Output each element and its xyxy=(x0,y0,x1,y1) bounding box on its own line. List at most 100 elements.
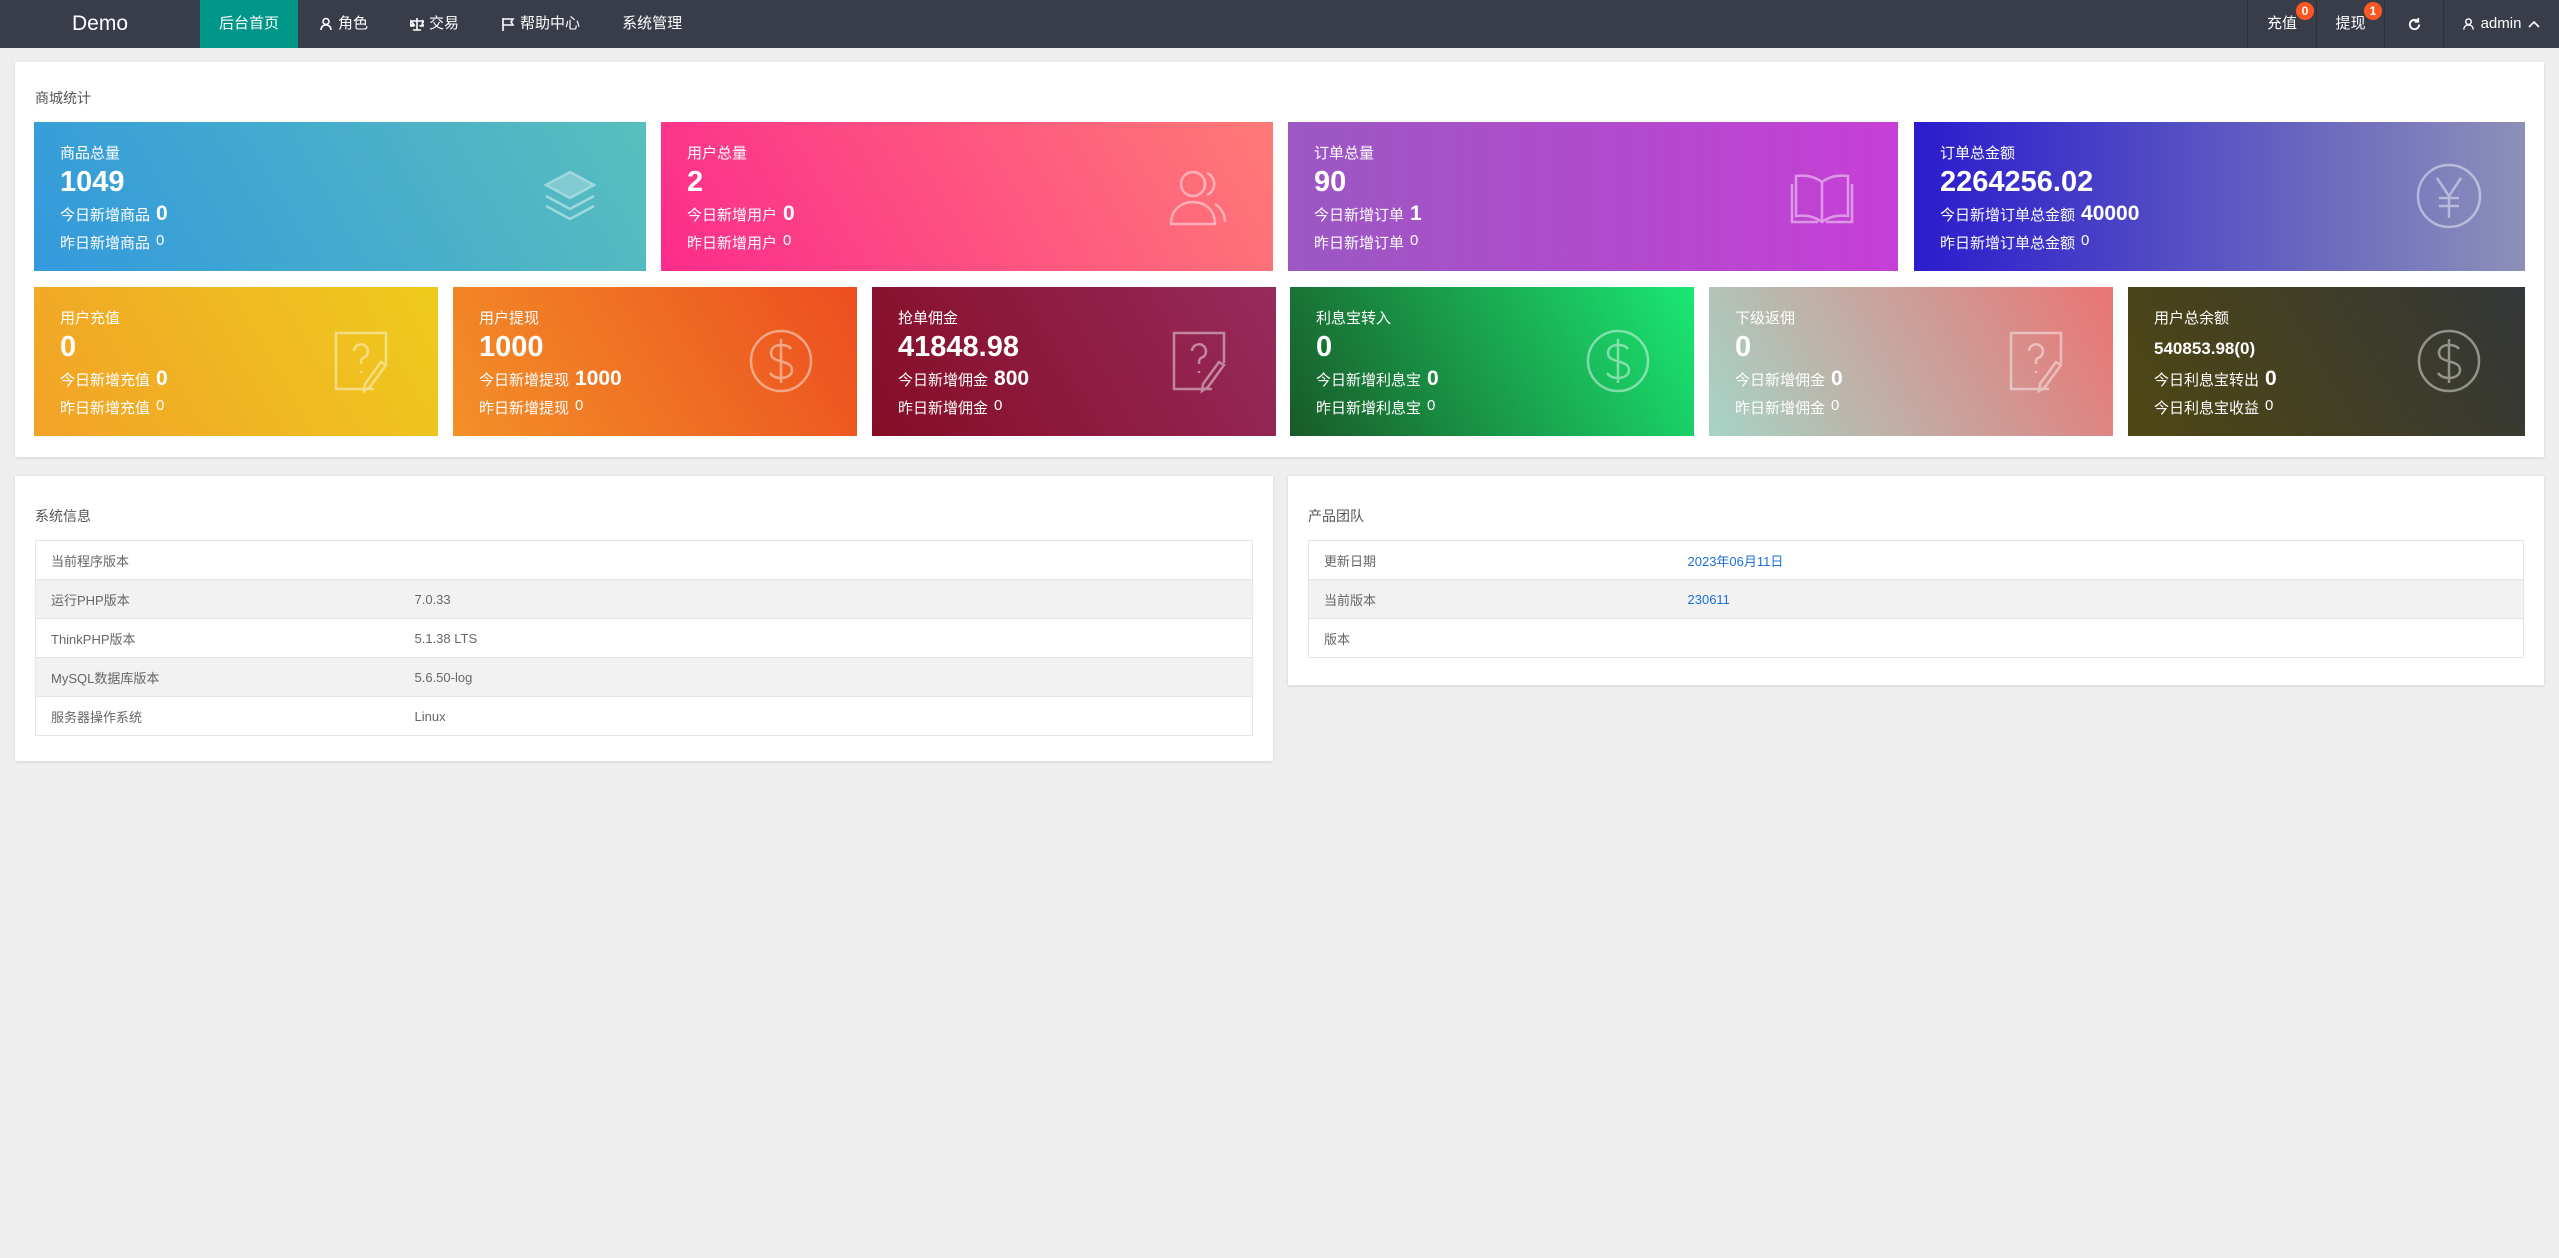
stat-yesterday-value: 0 xyxy=(1831,397,1840,414)
stat-title: 订单总金额 xyxy=(1940,145,2016,162)
username: admin xyxy=(2480,15,2522,32)
stat-value: 0 xyxy=(1316,331,1333,363)
refresh-icon xyxy=(2408,17,2420,30)
withdraw-button[interactable]: 提现 1 xyxy=(2316,0,2384,48)
user-icon xyxy=(1163,162,1231,230)
row-label: 服务器操作系统 xyxy=(35,696,400,736)
layers-icon xyxy=(536,162,604,230)
menu-item-role[interactable]: 角色 xyxy=(298,0,389,48)
stat-yesterday-label: 昨日新增提现 xyxy=(479,400,570,417)
row-value[interactable]: 230611 xyxy=(1672,579,2524,619)
user-menu[interactable]: admin xyxy=(2443,0,2559,48)
menu-label: 角色 xyxy=(338,15,369,32)
stat-title: 下级返佣 xyxy=(1735,310,1796,327)
stat-yesterday: 昨日新增用户 0 xyxy=(687,232,791,253)
system-info-table: 当前程序版本 运行PHP版本 7.0.33 ThinkPHP版本 5.1.38 LTS M… xyxy=(35,540,1253,736)
stat-title: 抢单佣金 xyxy=(898,310,959,327)
stat-title: 用户充值 xyxy=(60,310,121,327)
recharge-badge: 0 xyxy=(2296,2,2314,20)
stat-today: 今日新增利息宝 0 xyxy=(1316,367,1439,391)
stat-today-label: 今日新增商品 xyxy=(60,207,151,224)
dollar-icon xyxy=(2415,327,2483,395)
stat-today-label: 今日新增佣金 xyxy=(1735,372,1826,389)
row-value: 5.6.50-log xyxy=(399,657,1253,697)
stat-yesterday: 昨日新增商品 0 xyxy=(60,232,164,253)
stat-card: 订单总量 90 今日新增订单 1 昨日新增订单 0 xyxy=(1288,122,1898,271)
row-label: 运行PHP版本 xyxy=(35,579,400,619)
stat-today-label: 今日新增用户 xyxy=(687,207,778,224)
row-label: 当前版本 xyxy=(1308,579,1673,619)
row-value: 5.1.38 LTS xyxy=(399,618,1253,658)
stat-yesterday-label: 昨日新增佣金 xyxy=(898,400,989,417)
stat-yesterday-value: 0 xyxy=(1427,397,1436,414)
stats-title: 商城统计 xyxy=(35,90,91,106)
stat-today: 今日新增佣金 800 xyxy=(898,367,1029,391)
stat-value: 540853.98(0) xyxy=(2154,339,2256,358)
stat-yesterday-value: 0 xyxy=(575,397,584,414)
stat-yesterday: 昨日新增佣金 0 xyxy=(898,397,1002,418)
yen-icon xyxy=(2415,162,2483,230)
row-value[interactable]: 2023年06月11日 xyxy=(1672,540,2524,580)
stat-today: 今日新增用户 0 xyxy=(687,202,795,226)
row-label: 版本 xyxy=(1308,618,1673,658)
stat-title: 利息宝转入 xyxy=(1316,310,1392,327)
menu-item-trade[interactable]: 交易 xyxy=(389,0,480,48)
refresh-button[interactable] xyxy=(2384,0,2443,48)
stat-today-label: 今日新增利息宝 xyxy=(1316,372,1422,389)
row-value: 7.0.33 xyxy=(399,579,1253,619)
stat-today-value: 0 xyxy=(1831,367,1843,390)
stat-yesterday-value: 0 xyxy=(994,397,1003,414)
main-menu: 后台首页 角色 交易 帮助中心 系统管理 xyxy=(200,0,703,48)
scale-icon xyxy=(410,18,425,31)
stat-value: 0 xyxy=(60,331,77,363)
stat-yesterday: 昨日新增充值 0 xyxy=(60,397,164,418)
stat-yesterday-value: 0 xyxy=(1410,232,1419,249)
logo[interactable]: Demo xyxy=(71,12,129,35)
nav-right: 充值 0 提现 1 admin xyxy=(2247,0,2559,48)
recharge-button[interactable]: 充值 0 xyxy=(2247,0,2316,48)
stat-title: 用户总余额 xyxy=(2154,310,2230,327)
recharge-label: 充值 xyxy=(2266,15,2297,32)
stat-card: 用户总余额 540853.98(0) 今日利息宝转出 0 今日利息宝收益 0 xyxy=(2128,287,2525,436)
stat-today-value: 1 xyxy=(1410,202,1422,225)
stat-title: 订单总量 xyxy=(1314,145,1375,162)
stat-today-value: 800 xyxy=(994,367,1030,390)
chevron-up-icon xyxy=(2528,20,2540,28)
stat-yesterday: 昨日新增提现 0 xyxy=(479,397,583,418)
row-value: Linux xyxy=(399,696,1253,736)
stat-today: 今日新增佣金 0 xyxy=(1735,367,1843,391)
stat-value: 1000 xyxy=(479,331,544,363)
stat-today-label: 今日新增订单 xyxy=(1314,207,1405,224)
stat-today: 今日新增订单总金额 40000 xyxy=(1940,202,2139,226)
row-label: ThinkPHP版本 xyxy=(35,618,400,658)
menu-label: 帮助中心 xyxy=(520,15,581,32)
dollar-icon xyxy=(747,327,815,395)
stat-yesterday-label: 昨日新增订单 xyxy=(1314,235,1405,252)
row-label: 当前程序版本 xyxy=(35,540,400,580)
stats-panel: 商城统计 商品总量 1049 今日新增商品 0 昨日新增商品 0 用户总量 2 今日… xyxy=(15,62,2544,457)
stat-today-value: 0 xyxy=(2265,367,2277,390)
stat-yesterday-value: 0 xyxy=(156,397,165,414)
stat-today-value: 0 xyxy=(1427,367,1439,390)
system-info-panel: 系统信息 当前程序版本 运行PHP版本 7.0.33 ThinkPHP版本 5.1.38… xyxy=(15,476,1273,761)
table-row: MySQL数据库版本 5.6.50-log xyxy=(35,657,1253,697)
menu-item-help[interactable]: 帮助中心 xyxy=(480,0,601,48)
stat-yesterday-label: 昨日新增商品 xyxy=(60,235,151,252)
stat-today: 今日新增商品 0 xyxy=(60,202,168,226)
stat-yesterday-label: 昨日新增利息宝 xyxy=(1316,400,1422,417)
stat-yesterday: 昨日新增佣金 0 xyxy=(1735,397,1839,418)
stat-yesterday: 昨日新增利息宝 0 xyxy=(1316,397,1435,418)
stat-today-label: 今日新增充值 xyxy=(60,372,151,389)
stat-yesterday: 昨日新增订单总金额 0 xyxy=(1940,232,2089,253)
menu-item-system[interactable]: 系统管理 xyxy=(601,0,703,48)
stat-card: 用户充值 0 今日新增充值 0 昨日新增充值 0 xyxy=(34,287,438,436)
stat-card: 商品总量 1049 今日新增商品 0 昨日新增商品 0 xyxy=(34,122,646,271)
product-team-title: 产品团队 xyxy=(1308,508,1364,524)
withdraw-label: 提现 xyxy=(2335,15,2366,32)
note-icon xyxy=(1166,327,1234,395)
stat-today: 今日利息宝转出 0 xyxy=(2154,367,2277,391)
stat-today-label: 今日新增提现 xyxy=(479,372,570,389)
stat-today-label: 今日新增佣金 xyxy=(898,372,989,389)
stat-value: 2 xyxy=(687,166,704,198)
menu-item-dashboard[interactable]: 后台首页 xyxy=(200,0,299,48)
